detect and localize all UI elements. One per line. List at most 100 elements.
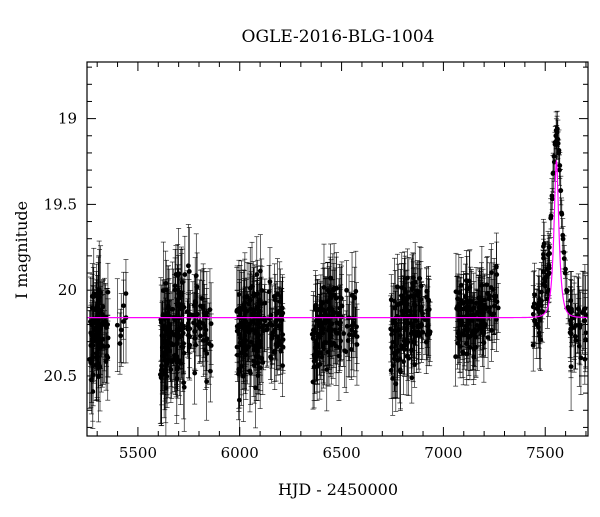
data-point [274,317,280,322]
data-point [352,295,358,301]
data-point [314,349,320,354]
data-point [241,320,247,326]
data-point [457,344,463,349]
tick-layer: 5500 6000 6500 7000 7500 19 19.5 20 20.5 [44,62,588,462]
data-point [568,298,574,303]
data-point [314,352,320,358]
data-point [182,272,188,277]
data-point [237,340,243,346]
data-point [268,354,273,360]
data-point [206,341,212,347]
data-point [550,170,556,176]
data-point [335,330,340,336]
data-point [324,367,330,372]
data-point [399,285,405,290]
data-point [91,327,97,333]
data-point [192,370,198,376]
data-point [458,282,464,288]
data-point [349,327,355,333]
data-point [260,360,266,365]
data-point [167,348,173,354]
data-point [415,329,421,335]
data-point [100,304,106,310]
data-point [313,338,319,344]
data-point [407,308,413,314]
data-point [234,328,240,334]
data-point [187,312,193,317]
data-point [121,319,127,324]
data-point [395,358,400,363]
data-point [89,338,95,344]
data-point [202,347,208,353]
data-point [395,284,400,290]
data-point [578,355,584,361]
data-point [536,300,542,306]
data-point [258,298,263,303]
data-point [489,327,494,333]
data-point [97,294,102,300]
data-point [249,284,255,289]
data-point [274,311,279,316]
data-point [573,338,579,344]
data-point [411,301,417,307]
data-point [494,272,500,277]
data-point [255,345,261,351]
data-point [471,312,476,318]
data-point [402,305,408,311]
data-point [168,367,174,372]
data-point [175,329,180,334]
data-point [582,356,588,362]
data-point [325,349,331,355]
data-point [400,295,406,301]
data-point [90,372,96,378]
data-point [334,285,339,291]
data-point [248,370,253,376]
data-point [90,353,96,359]
data-point [159,345,165,350]
data-point [169,359,175,365]
data-point [280,332,286,338]
data-point [194,284,200,290]
data-point [197,319,202,325]
data-point [412,362,418,368]
data-point [474,328,480,333]
data-point [327,324,332,330]
data-point [491,303,497,309]
data-point [193,273,199,279]
data-point [252,330,258,336]
data-point [555,141,561,146]
data-point [336,353,342,359]
data-point [546,270,552,276]
data-point [388,368,394,373]
data-point [89,377,94,383]
data-point [98,325,104,330]
data-point [464,341,470,347]
data-point [453,354,459,360]
data-point [318,303,324,309]
data-point [456,290,462,295]
data-point [185,263,191,269]
data-point [492,297,498,303]
data-point [325,299,330,305]
data-point [560,236,566,242]
data-point [277,299,283,304]
data-point [166,330,171,336]
data-point [103,359,109,364]
data-point [237,335,243,341]
data-point [531,301,537,307]
data-point [393,351,398,357]
data-point [389,331,395,337]
data-point [202,323,208,329]
data-point [255,307,261,312]
data-point [458,317,464,323]
data-point [248,339,254,345]
data-point [530,342,536,348]
data-point [549,196,555,202]
data-point [480,328,485,334]
x-tick-label: 7000 [424,444,462,462]
data-point [576,343,582,349]
y-tick-label: 19.5 [44,195,77,213]
data-point [269,322,275,328]
data-point [191,320,196,326]
data-point [352,329,358,335]
